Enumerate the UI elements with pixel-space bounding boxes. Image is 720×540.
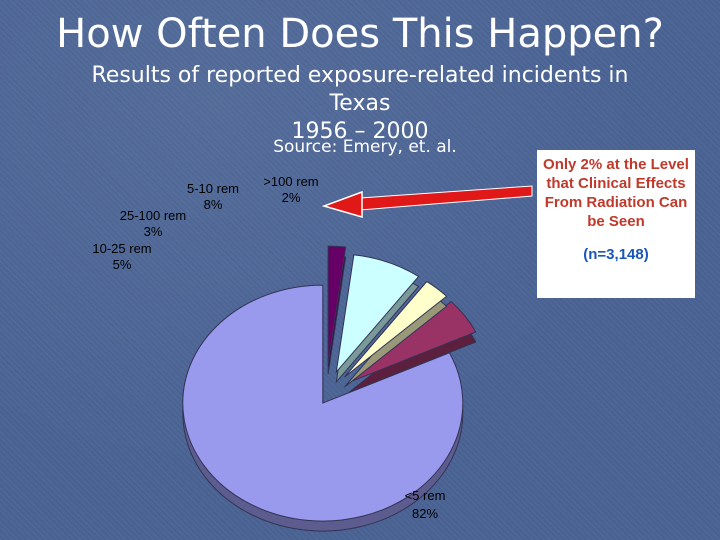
callout-arrow (321, 185, 533, 218)
slice-label-name-100-rem: >100 rem (263, 174, 318, 189)
slice-label-value-5-rem: 82% (412, 506, 438, 521)
slice-label-name-10-25-rem: 10-25 rem (92, 241, 151, 256)
source-text: Source: Emery, et. al. (273, 137, 457, 157)
pie-slice-5-10-rem (335, 254, 420, 374)
slice-label-name-25-100-rem: 25-100 rem (120, 208, 186, 223)
callout-sample-size: (n=3,148) (583, 246, 649, 263)
slice-label-value-10-25-rem: 5% (113, 257, 132, 272)
subtitle-line-2: 1956 – 2000 (291, 119, 429, 144)
arrow-shaft (359, 185, 533, 211)
slice-label-name-5-rem: <5 rem (405, 488, 446, 503)
subtitle-line-1: Results of reported exposure-related inc… (91, 63, 629, 116)
pie-slice-10-25-rem (348, 300, 477, 383)
slice-label-value-25-100-rem: 3% (144, 224, 163, 239)
slice-label-value-5-10-rem: 8% (204, 197, 223, 212)
slide-title: How Often Does This Happen? (56, 11, 664, 57)
callout-box: Only 2% at the Level that Clinical Effec… (537, 150, 695, 298)
pie-slice-5-rem (182, 284, 464, 522)
slice-label-value-100-rem: 2% (282, 190, 301, 205)
slice-label-name-5-10-rem: 5-10 rem (187, 181, 239, 196)
pie-slice-100-rem (327, 245, 347, 365)
slide-subtitle: Results of reported exposure-related inc… (60, 62, 660, 146)
callout-text: Only 2% at the Level that Clinical Effec… (543, 156, 689, 230)
pie-slices (182, 245, 477, 532)
arrow-head (321, 190, 363, 218)
pie-slice-25-100-rem (344, 280, 448, 378)
